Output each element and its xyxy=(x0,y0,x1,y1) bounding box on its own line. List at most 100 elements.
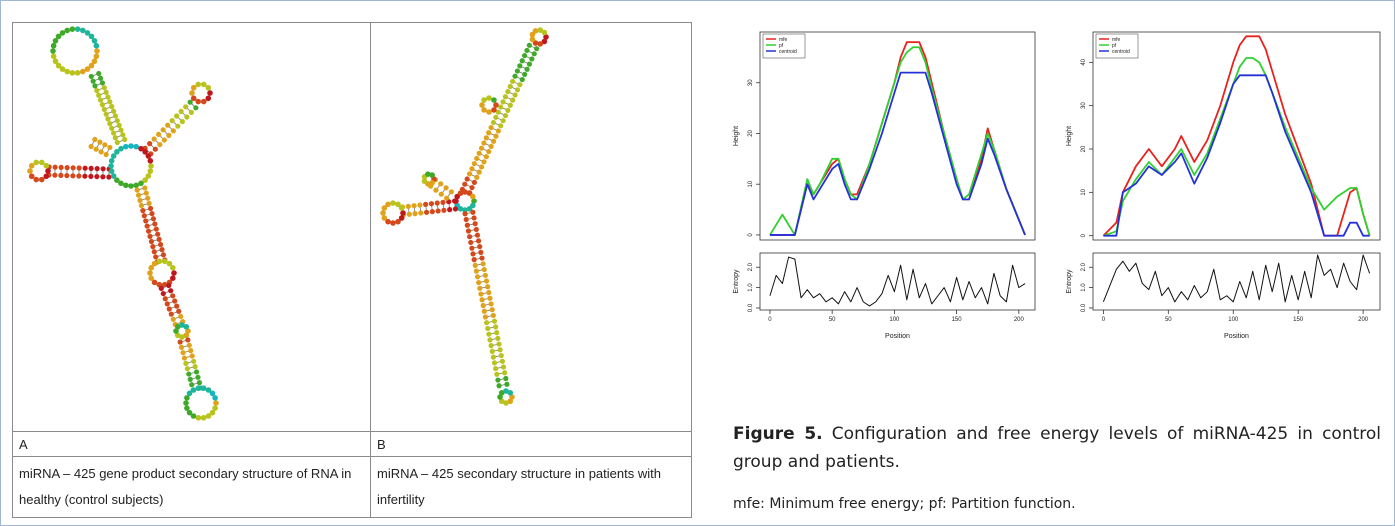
nucleotide xyxy=(96,70,102,77)
nucleotide xyxy=(537,27,544,33)
legend-label: mfe xyxy=(1112,37,1121,43)
nucleotide xyxy=(524,47,530,54)
nucleotide xyxy=(123,143,129,150)
y-axis-label: Entropy xyxy=(1066,269,1073,294)
nucleotide xyxy=(150,216,157,222)
nucleotide xyxy=(495,128,501,134)
nucleotide xyxy=(491,360,498,366)
x-tick-label: 100 xyxy=(1228,317,1239,323)
nucleotide xyxy=(171,270,177,276)
nucleotide xyxy=(441,207,447,213)
nucleotide xyxy=(488,124,494,131)
nucleotide xyxy=(524,66,530,72)
nucleotide xyxy=(381,205,388,211)
nucleotide xyxy=(481,97,487,103)
nucleotide xyxy=(209,390,216,397)
nucleotide xyxy=(147,168,154,174)
y-axis-label: Entropy xyxy=(733,269,740,294)
nucleotide xyxy=(474,232,481,238)
nucleotide xyxy=(156,131,162,138)
nucleotide xyxy=(190,95,197,102)
nucleotide xyxy=(514,68,521,74)
nucleotide xyxy=(116,122,122,128)
nucleotide xyxy=(183,360,189,366)
nucleotide xyxy=(101,106,107,113)
nucleotide xyxy=(64,68,70,75)
nucleotide xyxy=(151,279,158,286)
nucleotide xyxy=(481,159,487,165)
x-tick-label: 0 xyxy=(1102,317,1106,323)
nucleotide xyxy=(156,258,163,265)
nucleotide xyxy=(503,375,509,382)
panel-description: miRNA – 425 secondary structure in patie… xyxy=(370,456,692,518)
nucleotide xyxy=(481,140,487,146)
nucleotide xyxy=(43,162,50,169)
nucleotide xyxy=(133,182,139,189)
nucleotide xyxy=(495,335,501,341)
nucleotide xyxy=(195,385,202,392)
nucleotide xyxy=(488,301,494,307)
nucleotide xyxy=(469,166,475,172)
nucleotide xyxy=(123,182,129,189)
nucleotide xyxy=(179,118,185,125)
y-tick-label: 1.0 xyxy=(1081,283,1087,292)
nucleotide xyxy=(212,395,218,401)
nucleotide xyxy=(172,298,178,304)
y-axis-label: Height xyxy=(733,126,740,146)
nucleotide xyxy=(97,75,104,81)
nucleotide xyxy=(400,210,406,216)
legend-label: centroid xyxy=(1112,49,1130,55)
nucleotide xyxy=(162,296,168,302)
nucleotide xyxy=(472,262,478,268)
nucleotide xyxy=(158,285,164,292)
nucleotide xyxy=(153,226,159,232)
nucleotide xyxy=(142,177,148,183)
rna-structure xyxy=(380,27,549,406)
nucleotide xyxy=(178,344,185,350)
plot-frame xyxy=(759,31,1036,241)
series-line xyxy=(1103,74,1370,237)
nucleotide xyxy=(110,153,117,159)
nucleotide xyxy=(170,128,176,134)
nucleotide xyxy=(107,99,113,105)
nucleotide xyxy=(465,228,472,234)
nucleotide xyxy=(485,325,491,332)
nucleotide xyxy=(147,141,153,147)
nucleotide xyxy=(447,207,453,213)
nucleotide xyxy=(189,382,195,388)
nucleotide xyxy=(505,107,511,114)
nucleotide xyxy=(517,82,523,88)
nucleotide xyxy=(478,249,484,255)
nucleotide xyxy=(97,139,103,145)
nucleotide xyxy=(64,172,70,179)
nucleotide xyxy=(179,334,185,340)
nucleotide xyxy=(490,312,496,319)
nucleotide xyxy=(498,398,505,405)
nucleotide xyxy=(145,228,152,234)
nucleotide xyxy=(174,332,181,339)
nucleotide xyxy=(429,209,435,215)
nucleotide xyxy=(128,143,134,149)
nucleotide xyxy=(52,58,59,65)
nucleotide xyxy=(482,272,488,278)
nucleotide xyxy=(191,358,197,364)
nucleotide xyxy=(137,197,143,203)
nucleotide xyxy=(207,90,213,96)
nucleotide xyxy=(472,221,478,227)
caption-text: Configuration and free energy levels of … xyxy=(733,424,1381,472)
nucleotide xyxy=(138,145,144,152)
nucleotide xyxy=(110,173,117,179)
nucleotide xyxy=(148,163,154,169)
nucleotide xyxy=(180,350,186,356)
nucleotide xyxy=(529,36,536,43)
nucleotide xyxy=(150,244,156,250)
nucleotide xyxy=(190,413,197,419)
y-tick-label: 20 xyxy=(748,129,754,136)
nucleotide xyxy=(497,347,503,353)
nucleotide xyxy=(80,27,86,34)
nucleotide xyxy=(478,164,485,170)
nucleotide xyxy=(90,78,96,84)
nucleotide xyxy=(109,125,115,131)
